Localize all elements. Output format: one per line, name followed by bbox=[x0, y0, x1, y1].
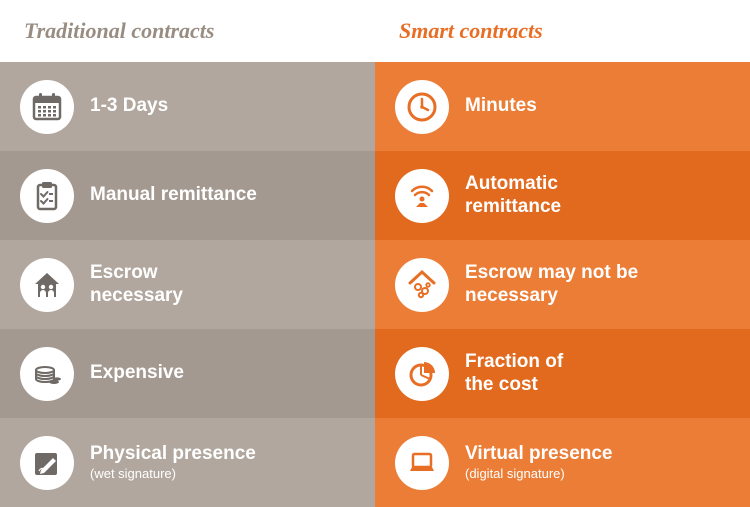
house-gears-icon bbox=[395, 258, 449, 312]
cell-label: Escrownecessary bbox=[90, 262, 183, 308]
left-cell: 1-3 Days bbox=[0, 62, 375, 151]
cell-label: 1-3 Days bbox=[90, 95, 168, 118]
laptop-icon bbox=[395, 436, 449, 490]
pen-sign-icon bbox=[20, 436, 74, 490]
cell-label-sub: (wet signature) bbox=[90, 466, 256, 482]
comparison-infographic: Traditional contracts Smart contracts 1-… bbox=[0, 0, 750, 507]
calendar-icon bbox=[20, 80, 74, 134]
comparison-row: Physical presence (wet signature) Virtual… bbox=[0, 418, 750, 507]
right-cell: Minutes bbox=[375, 62, 750, 151]
cell-label: Expensive bbox=[90, 362, 184, 385]
comparison-row: 1-3 Days Minutes bbox=[0, 62, 750, 151]
header-row: Traditional contracts Smart contracts bbox=[0, 0, 750, 62]
left-cell: Manual remittance bbox=[0, 151, 375, 240]
cell-label: Minutes bbox=[465, 95, 537, 118]
comparison-row: Expensive Fraction ofthe cost bbox=[0, 329, 750, 418]
comparison-row: Manual remittance Automaticremittance bbox=[0, 151, 750, 240]
header-traditional: Traditional contracts bbox=[0, 0, 375, 62]
house-people-icon bbox=[20, 258, 74, 312]
clipboard-icon bbox=[20, 169, 74, 223]
right-cell: Fraction ofthe cost bbox=[375, 329, 750, 418]
cell-label: Escrow may not benecessary bbox=[465, 262, 638, 308]
right-cell: Escrow may not benecessary bbox=[375, 240, 750, 329]
comparison-row: Escrownecessary Escrow may not benecessa… bbox=[0, 240, 750, 329]
cell-label: Fraction ofthe cost bbox=[465, 351, 563, 397]
left-cell: Expensive bbox=[0, 329, 375, 418]
cell-label-sub: (digital signature) bbox=[465, 466, 613, 482]
cell-label: Automaticremittance bbox=[465, 173, 561, 219]
pie-chart-icon bbox=[395, 347, 449, 401]
coins-icon bbox=[20, 347, 74, 401]
cell-label-main: Physical presence bbox=[90, 443, 256, 464]
left-cell: Escrownecessary bbox=[0, 240, 375, 329]
clock-icon bbox=[395, 80, 449, 134]
cell-label-main: Virtual presence bbox=[465, 443, 613, 464]
header-right-label: Smart contracts bbox=[399, 18, 543, 44]
right-cell: Automaticremittance bbox=[375, 151, 750, 240]
right-cell: Virtual presence (digital signature) bbox=[375, 418, 750, 507]
cell-label: Manual remittance bbox=[90, 184, 257, 207]
left-cell: Physical presence (wet signature) bbox=[0, 418, 375, 507]
cell-label: Physical presence (wet signature) bbox=[90, 443, 256, 481]
wifi-dish-icon bbox=[395, 169, 449, 223]
cell-label: Virtual presence (digital signature) bbox=[465, 443, 613, 481]
header-smart: Smart contracts bbox=[375, 0, 750, 62]
header-left-label: Traditional contracts bbox=[24, 18, 214, 44]
